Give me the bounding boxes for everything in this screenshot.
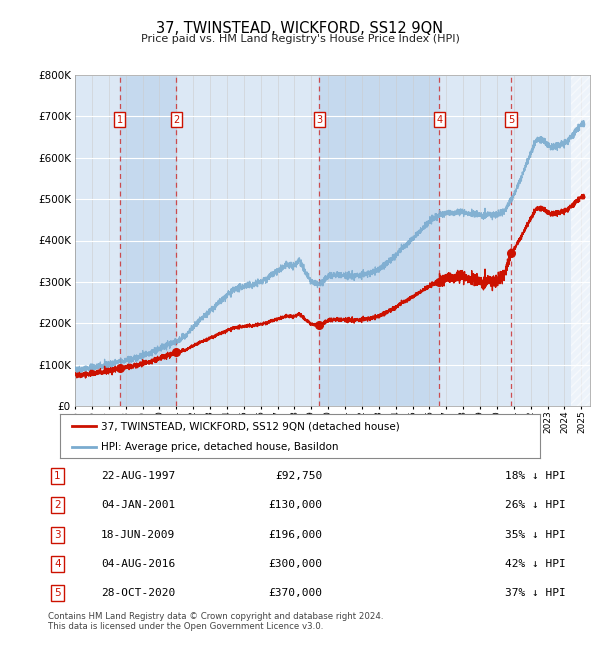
Text: 26% ↓ HPI: 26% ↓ HPI — [505, 500, 565, 510]
Text: This data is licensed under the Open Government Licence v3.0.: This data is licensed under the Open Gov… — [48, 622, 323, 631]
Text: 3: 3 — [54, 530, 61, 540]
Text: £130,000: £130,000 — [269, 500, 323, 510]
Text: 37, TWINSTEAD, WICKFORD, SS12 9QN: 37, TWINSTEAD, WICKFORD, SS12 9QN — [157, 21, 443, 36]
Text: 04-JAN-2001: 04-JAN-2001 — [101, 500, 175, 510]
Text: £196,000: £196,000 — [269, 530, 323, 540]
Text: 1: 1 — [54, 471, 61, 481]
Text: 37, TWINSTEAD, WICKFORD, SS12 9QN (detached house): 37, TWINSTEAD, WICKFORD, SS12 9QN (detac… — [101, 421, 400, 432]
Text: 18-JUN-2009: 18-JUN-2009 — [101, 530, 175, 540]
Text: £370,000: £370,000 — [269, 588, 323, 598]
Bar — [319, 75, 439, 406]
Text: 1: 1 — [116, 114, 122, 125]
Text: Contains HM Land Registry data © Crown copyright and database right 2024.: Contains HM Land Registry data © Crown c… — [48, 612, 383, 621]
Text: Price paid vs. HM Land Registry's House Price Index (HPI): Price paid vs. HM Land Registry's House … — [140, 34, 460, 44]
Text: 5: 5 — [54, 588, 61, 598]
Text: 2: 2 — [54, 500, 61, 510]
Text: 2: 2 — [173, 114, 179, 125]
Text: 22-AUG-1997: 22-AUG-1997 — [101, 471, 175, 481]
Text: HPI: Average price, detached house, Basildon: HPI: Average price, detached house, Basi… — [101, 442, 338, 452]
Text: 28-OCT-2020: 28-OCT-2020 — [101, 588, 175, 598]
Text: 42% ↓ HPI: 42% ↓ HPI — [505, 559, 565, 569]
Text: 4: 4 — [436, 114, 442, 125]
Text: 04-AUG-2016: 04-AUG-2016 — [101, 559, 175, 569]
Text: 35% ↓ HPI: 35% ↓ HPI — [505, 530, 565, 540]
Text: £92,750: £92,750 — [275, 471, 323, 481]
Bar — [571, 75, 590, 406]
Text: 5: 5 — [508, 114, 514, 125]
Text: 18% ↓ HPI: 18% ↓ HPI — [505, 471, 565, 481]
Text: 37% ↓ HPI: 37% ↓ HPI — [505, 588, 565, 598]
Text: £300,000: £300,000 — [269, 559, 323, 569]
Bar — [119, 75, 176, 406]
Text: 3: 3 — [316, 114, 322, 125]
Text: 4: 4 — [54, 559, 61, 569]
